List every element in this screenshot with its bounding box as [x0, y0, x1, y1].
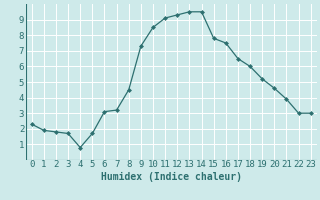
X-axis label: Humidex (Indice chaleur): Humidex (Indice chaleur)	[101, 172, 242, 182]
